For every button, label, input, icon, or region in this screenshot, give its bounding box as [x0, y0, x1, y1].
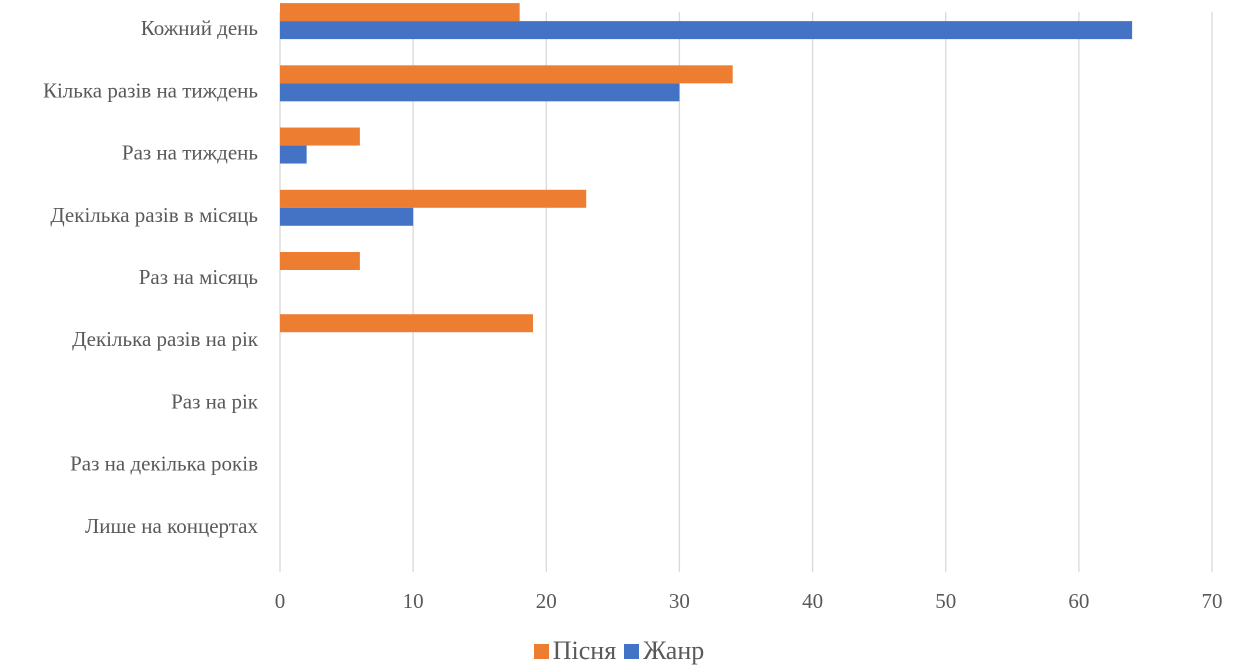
category-label: Декілька разів в місяць — [50, 203, 258, 227]
category-labels: Кожний день Кілька разів на тиждень Раз на… — [43, 16, 259, 538]
x-tick-label: 50 — [935, 589, 956, 613]
bar-genre — [280, 83, 680, 102]
x-tick-label: 40 — [802, 589, 823, 613]
x-tick-label: 20 — [536, 589, 557, 613]
category-label: Лише на концертах — [85, 514, 258, 538]
x-tick-label: 0 — [275, 589, 286, 613]
bar-genre — [280, 21, 1133, 40]
category-label: Раз на рік — [171, 389, 259, 413]
bar-song — [280, 3, 520, 22]
bar-genre — [280, 207, 414, 226]
x-tick-label: 70 — [1202, 589, 1223, 613]
x-tick-label: 30 — [669, 589, 690, 613]
legend-label-song: Пісня — [552, 636, 617, 665]
legend-item-genre: Жанр — [624, 636, 704, 666]
bar-genre — [280, 145, 307, 164]
bars — [280, 3, 1133, 333]
x-tick-label: 10 — [403, 589, 424, 613]
legend-swatch-song — [533, 643, 549, 659]
legend: Пісня Жанр — [0, 636, 1238, 666]
category-label: Раз на місяць — [139, 265, 258, 289]
bar-song — [280, 127, 360, 146]
category-label: Кожний день — [141, 16, 258, 40]
x-axis-tick-labels: 0 10 20 30 40 50 60 70 — [275, 589, 1223, 613]
legend-swatch-genre — [624, 643, 640, 659]
legend-item-song: Пісня — [533, 636, 617, 666]
gridlines — [279, 12, 1213, 572]
category-label: Декілька разів на рік — [72, 327, 259, 351]
bar-song — [280, 189, 587, 208]
bar-song — [280, 252, 360, 270]
x-tick-label: 60 — [1068, 589, 1089, 613]
category-label: Раз на тиждень — [122, 141, 258, 165]
category-label: Раз на декілька років — [70, 452, 258, 476]
bar-song — [280, 65, 733, 84]
legend-label-genre: Жанр — [643, 636, 705, 665]
bar-song — [280, 314, 533, 333]
category-label: Кілька разів на тиждень — [43, 78, 258, 102]
